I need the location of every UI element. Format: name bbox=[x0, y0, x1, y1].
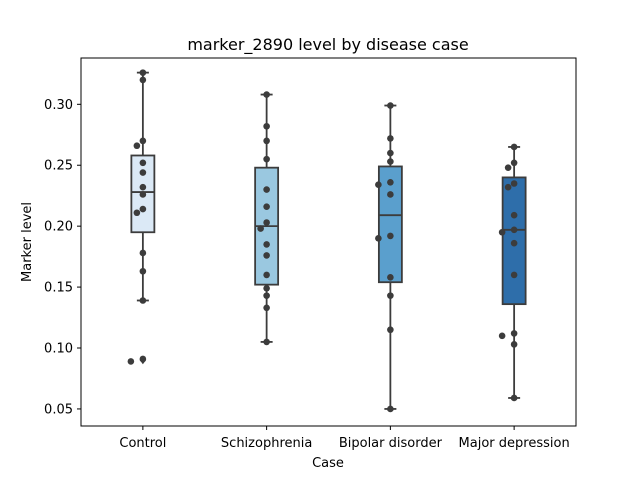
data-point bbox=[263, 186, 270, 193]
data-point bbox=[387, 326, 394, 334]
data-point bbox=[139, 137, 147, 145]
data-point bbox=[387, 102, 394, 109]
y-tick-label: 0.15 bbox=[44, 281, 73, 296]
data-point bbox=[387, 274, 394, 281]
data-point bbox=[498, 228, 506, 236]
data-point bbox=[263, 241, 270, 248]
data-point bbox=[387, 158, 394, 165]
data-point bbox=[510, 271, 518, 279]
data-point bbox=[263, 285, 270, 292]
data-point bbox=[510, 239, 518, 247]
data-point bbox=[387, 405, 394, 413]
data-point bbox=[139, 249, 147, 257]
data-point bbox=[139, 205, 147, 213]
data-point bbox=[504, 164, 512, 171]
data-point bbox=[510, 394, 518, 402]
data-point bbox=[510, 159, 518, 167]
y-axis-label: Marker level bbox=[20, 202, 35, 282]
data-point bbox=[387, 191, 394, 198]
data-point bbox=[139, 183, 147, 191]
data-point bbox=[510, 341, 518, 348]
box-group bbox=[254, 93, 280, 343]
data-point bbox=[263, 122, 270, 130]
data-point bbox=[133, 209, 141, 217]
data-point bbox=[263, 304, 270, 312]
data-point bbox=[139, 159, 147, 167]
plot-frame bbox=[80, 57, 577, 427]
data-point bbox=[139, 76, 147, 84]
y-tick-label: 0.20 bbox=[44, 220, 73, 235]
data-point bbox=[139, 169, 147, 176]
x-tick-label: Major depression bbox=[459, 436, 570, 451]
data-point bbox=[263, 271, 270, 279]
data-point bbox=[263, 91, 270, 98]
data-point bbox=[510, 330, 518, 337]
data-point bbox=[257, 225, 264, 232]
y-tick-label: 0.30 bbox=[44, 98, 73, 113]
data-point bbox=[133, 142, 141, 150]
chart-title: marker_2890 level by disease case bbox=[187, 35, 468, 55]
x-tick-label: Schizophrenia bbox=[221, 436, 312, 451]
chart-marks bbox=[127, 69, 527, 413]
swarm-group bbox=[498, 143, 518, 402]
x-tick-label: Bipolar disorder bbox=[339, 436, 443, 451]
data-point bbox=[139, 297, 147, 304]
data-point bbox=[375, 235, 382, 242]
x-tick-label: Control bbox=[119, 436, 166, 451]
data-point bbox=[263, 252, 270, 259]
data-point bbox=[510, 226, 518, 234]
data-point bbox=[127, 358, 135, 365]
x-axis-label: Case bbox=[312, 456, 344, 471]
data-point bbox=[498, 332, 506, 340]
data-point bbox=[510, 211, 518, 219]
data-point bbox=[510, 180, 518, 187]
box-group bbox=[130, 71, 156, 365]
data-point bbox=[375, 181, 382, 189]
data-point bbox=[387, 135, 394, 142]
data-point bbox=[510, 143, 518, 151]
data-point bbox=[387, 292, 394, 299]
y-tick-label: 0.25 bbox=[44, 159, 73, 174]
data-point bbox=[139, 69, 147, 76]
data-point bbox=[263, 292, 270, 299]
x-axis: Control Schizophrenia Bipolar disorder Majo… bbox=[119, 426, 570, 451]
data-point bbox=[263, 203, 270, 210]
data-point bbox=[263, 137, 270, 145]
data-point bbox=[263, 219, 270, 226]
data-point bbox=[263, 338, 270, 346]
data-point bbox=[387, 149, 394, 157]
box-iqr bbox=[377, 165, 403, 284]
data-point bbox=[139, 267, 147, 275]
data-point bbox=[387, 178, 394, 186]
data-point bbox=[387, 232, 394, 240]
data-point bbox=[504, 183, 512, 191]
data-point bbox=[139, 191, 147, 198]
y-tick-label: 0.10 bbox=[44, 342, 73, 357]
y-tick-label: 0.05 bbox=[44, 402, 73, 417]
swarm-group bbox=[375, 102, 394, 413]
box-group bbox=[377, 104, 403, 410]
data-point bbox=[263, 155, 270, 163]
swarm-group bbox=[127, 69, 147, 365]
data-point bbox=[139, 355, 147, 363]
y-axis: 0.05 0.10 0.15 0.20 0.25 0.30 bbox=[44, 98, 81, 417]
swarm-group bbox=[257, 91, 270, 346]
